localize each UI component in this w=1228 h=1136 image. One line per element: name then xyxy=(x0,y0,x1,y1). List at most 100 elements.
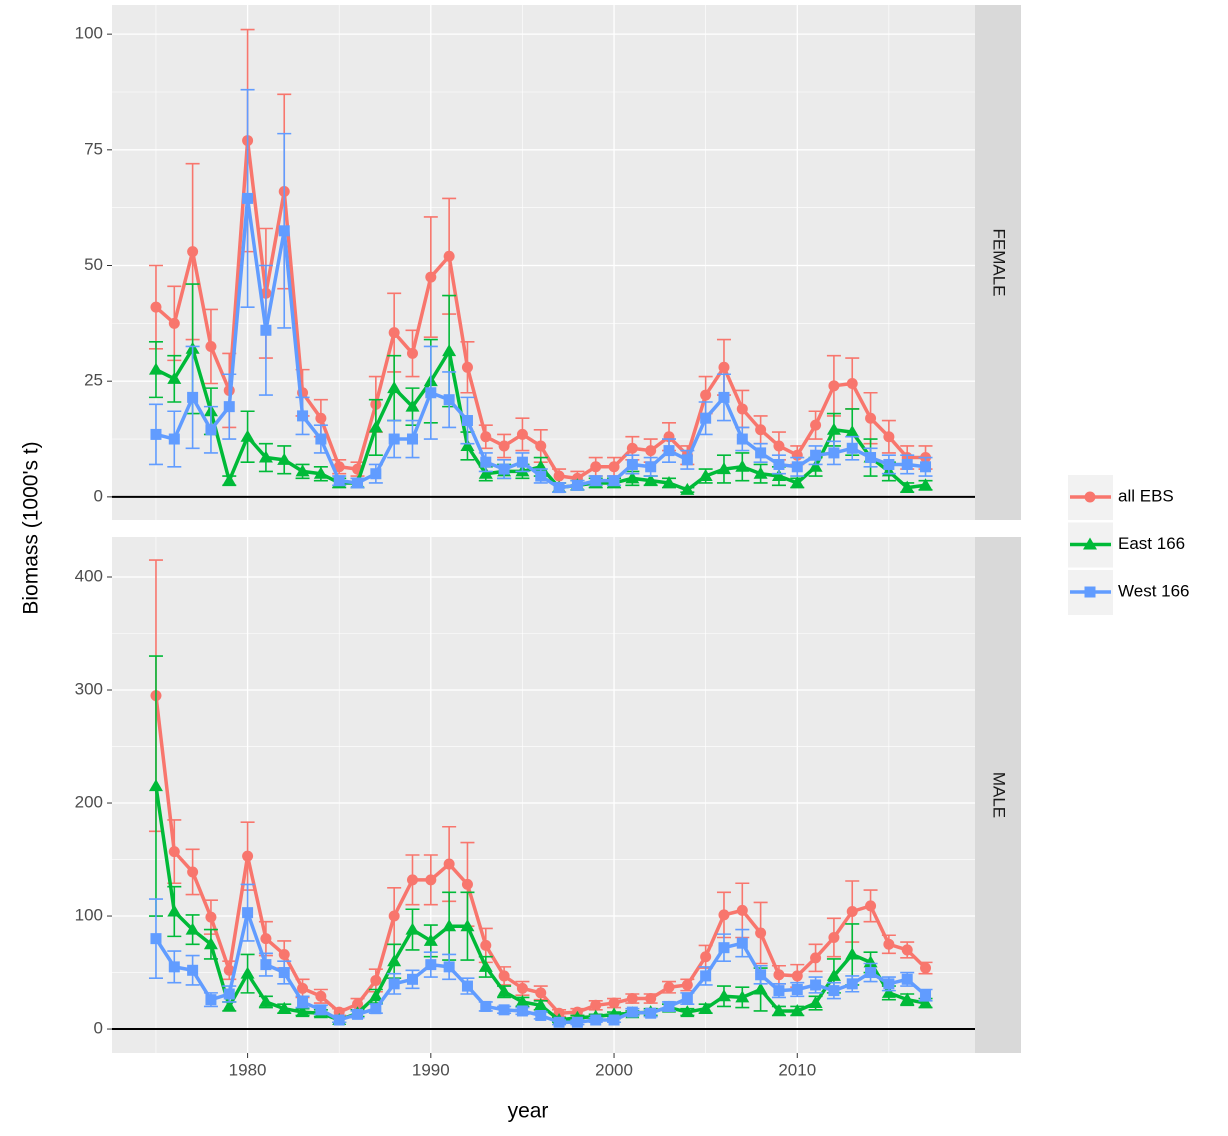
marker xyxy=(258,450,273,463)
marker xyxy=(791,983,803,995)
marker xyxy=(755,927,767,939)
marker xyxy=(718,391,730,403)
marker xyxy=(700,389,712,401)
marker xyxy=(810,449,822,461)
marker xyxy=(516,982,528,994)
x-tick-label: 2000 xyxy=(595,1060,633,1079)
marker xyxy=(315,412,327,424)
marker xyxy=(406,433,418,445)
marker xyxy=(773,458,785,470)
marker xyxy=(773,440,785,452)
marker xyxy=(425,387,437,399)
marker xyxy=(278,948,290,960)
marker xyxy=(260,933,272,945)
marker xyxy=(571,1016,583,1028)
y-tick-label: 300 xyxy=(75,679,103,698)
marker xyxy=(297,410,309,422)
marker xyxy=(387,381,402,394)
marker xyxy=(920,461,932,473)
marker xyxy=(533,998,548,1011)
marker xyxy=(240,429,255,442)
y-tick-label: 100 xyxy=(75,906,103,925)
marker xyxy=(498,970,510,982)
marker xyxy=(295,464,310,477)
marker xyxy=(150,933,162,945)
marker xyxy=(515,994,530,1007)
marker xyxy=(736,937,748,949)
marker xyxy=(810,952,822,964)
marker xyxy=(535,1009,547,1021)
marker xyxy=(790,475,805,488)
marker xyxy=(150,428,162,440)
marker xyxy=(846,978,858,990)
marker xyxy=(278,967,290,979)
marker xyxy=(352,477,364,489)
marker xyxy=(826,422,841,435)
marker xyxy=(590,461,602,473)
marker xyxy=(277,1001,292,1014)
marker xyxy=(626,993,638,1005)
y-tick-label: 50 xyxy=(84,255,103,274)
marker xyxy=(223,988,235,1000)
marker xyxy=(443,250,455,262)
marker xyxy=(480,1000,492,1012)
marker xyxy=(205,911,217,923)
strip xyxy=(975,537,1021,1053)
marker xyxy=(920,962,932,974)
marker xyxy=(443,961,455,973)
marker xyxy=(590,475,602,487)
marker xyxy=(295,1005,310,1018)
marker xyxy=(920,989,932,1001)
marker xyxy=(663,1000,675,1012)
marker xyxy=(442,344,457,357)
marker xyxy=(460,919,475,932)
marker xyxy=(352,1008,364,1020)
marker xyxy=(790,1003,805,1016)
marker xyxy=(590,1014,602,1026)
marker xyxy=(900,992,915,1005)
marker xyxy=(662,475,677,488)
marker xyxy=(297,996,309,1008)
marker xyxy=(918,996,933,1009)
marker xyxy=(352,998,364,1010)
marker xyxy=(625,471,640,484)
marker xyxy=(222,473,237,486)
marker xyxy=(881,985,896,998)
marker xyxy=(608,997,620,1009)
marker xyxy=(187,964,199,976)
marker xyxy=(681,993,693,1005)
marker xyxy=(167,371,182,384)
marker xyxy=(700,951,712,963)
marker xyxy=(423,933,438,946)
marker xyxy=(278,225,290,237)
marker xyxy=(735,459,750,472)
marker xyxy=(883,978,895,990)
marker xyxy=(368,989,383,1002)
marker xyxy=(718,361,730,373)
marker xyxy=(771,469,786,482)
marker xyxy=(755,424,767,436)
marker xyxy=(808,459,823,472)
marker xyxy=(203,937,218,950)
marker xyxy=(828,985,840,997)
marker xyxy=(736,433,748,445)
marker xyxy=(680,1005,695,1018)
marker xyxy=(698,1001,713,1014)
marker xyxy=(387,954,402,967)
marker xyxy=(828,447,840,459)
marker xyxy=(240,966,255,979)
marker xyxy=(643,473,658,486)
marker xyxy=(333,461,345,473)
marker xyxy=(918,478,933,491)
marker xyxy=(480,456,492,468)
marker xyxy=(205,340,217,352)
y-tick-label: 0 xyxy=(94,486,103,505)
marker xyxy=(443,394,455,406)
strip-label: FEMALE xyxy=(990,228,1009,296)
marker xyxy=(700,412,712,424)
y-tick-label: 75 xyxy=(84,139,103,158)
marker xyxy=(810,419,822,431)
marker xyxy=(461,415,473,427)
marker xyxy=(700,970,712,982)
